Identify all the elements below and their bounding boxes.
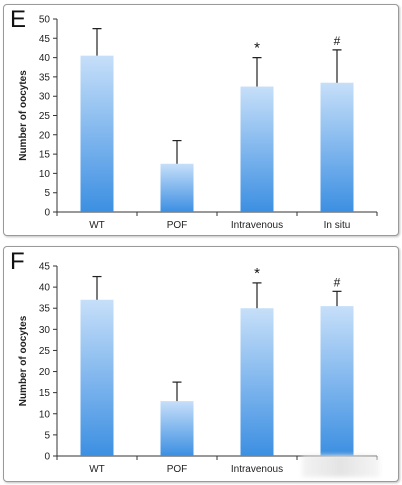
bar-chart-e: 0 5 10 15 20 25 30 35 40 45 50 Number of oocytes WT P… (18, 15, 378, 231)
y-tick-label: 15 (39, 150, 51, 161)
y-tick-label: 30 (39, 92, 51, 103)
blurred-region (302, 455, 380, 477)
bar (320, 306, 354, 456)
y-tick-label: 5 (44, 188, 50, 199)
bar (160, 401, 194, 456)
y-tick-label: 5 (44, 430, 50, 441)
significance-marker: # (334, 275, 341, 289)
panel-label: F (10, 248, 25, 275)
y-tick-label: 25 (39, 346, 51, 357)
y-tick-label: 0 (44, 208, 50, 219)
bar (80, 55, 114, 212)
y-tick-label: 10 (39, 169, 51, 180)
y-tick-label: 35 (39, 72, 51, 83)
y-tick-label: 10 (39, 409, 51, 420)
chart-panel-f: F 0 5 10 15 20 25 30 35 40 45 Number of oocytes WT P… (3, 246, 399, 482)
bar (240, 86, 274, 212)
x-tick-label: In situ (324, 220, 351, 231)
y-tick-label: 35 (39, 304, 51, 315)
y-axis-label: Number of oocytes (18, 70, 29, 161)
y-axis-label: Number of oocytes (18, 315, 29, 406)
y-tick-label: 30 (39, 325, 51, 336)
x-tick-label: Intravenous (231, 464, 283, 475)
chart-panel-e: E 0 5 10 15 20 25 30 35 40 45 50 Number of oocytes W… (3, 4, 399, 236)
y-tick-label: 45 (39, 262, 51, 273)
y-tick-label: 20 (39, 130, 51, 141)
y-tick-label: 40 (39, 53, 51, 64)
bar (160, 163, 194, 212)
bar-chart-f: 0 5 10 15 20 25 30 35 40 45 Number of oocytes WT POF… (18, 262, 378, 475)
y-tick-label: 15 (39, 388, 51, 399)
x-tick-label: WT (89, 220, 105, 231)
y-tick-label: 20 (39, 367, 51, 378)
y-tick-label: 25 (39, 111, 51, 122)
panel-label: E (10, 6, 27, 33)
x-tick-label: Intravenous (231, 220, 283, 231)
x-tick-label: POF (167, 464, 188, 475)
significance-marker: * (254, 265, 260, 282)
bar (240, 308, 274, 456)
x-tick-label: POF (167, 220, 188, 231)
y-tick-label: 40 (39, 283, 51, 294)
y-tick-label: 50 (39, 15, 51, 26)
bar (320, 82, 354, 212)
significance-marker: # (334, 34, 341, 48)
y-tick-label: 45 (39, 34, 51, 45)
x-tick-label: WT (89, 464, 105, 475)
y-tick-label: 0 (44, 452, 50, 463)
significance-marker: * (254, 40, 260, 57)
bar (80, 299, 114, 456)
